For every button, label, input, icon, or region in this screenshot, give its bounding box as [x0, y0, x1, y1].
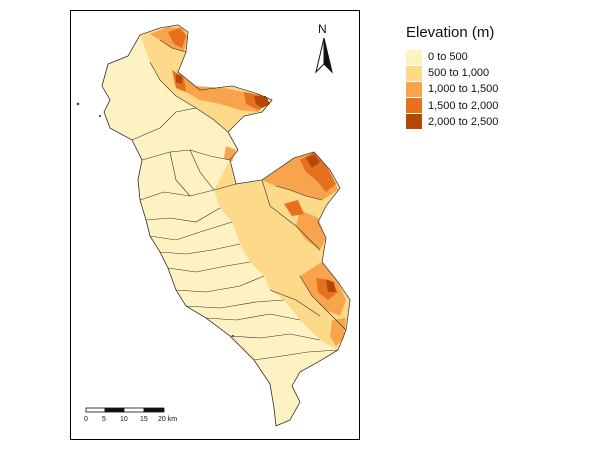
legend-label: 2,000 to 2,500 — [428, 115, 499, 128]
legend-item: 500 to 1,000 — [406, 65, 498, 81]
legend-swatch — [406, 98, 422, 114]
scale-tick-0: 0 — [84, 416, 88, 423]
legend: Elevation (m) 0 to 500 500 to 1,000 1,000 … — [406, 24, 498, 130]
scale-bar — [85, 407, 165, 413]
zone-2000-2500-b — [306, 154, 320, 168]
zone-1500-2000-e — [284, 200, 304, 216]
zone-500-1000-east — [214, 152, 350, 350]
legend-title: Elevation (m) — [406, 24, 495, 41]
zone-1500-2000-a — [168, 28, 186, 48]
zone-2000-2500-c — [326, 280, 336, 292]
zone-2000-2500-d — [176, 74, 182, 84]
elevation-layer — [101, 24, 351, 427]
scale-tick-20km: 20 km — [158, 416, 178, 423]
legend-swatch — [406, 49, 422, 65]
zone-2000-2500-a — [254, 96, 270, 108]
legend-label: 500 to 1,000 — [428, 67, 490, 80]
legend-swatch — [406, 81, 422, 97]
zone-1000-1500-e — [296, 210, 326, 250]
legend-label: 1,000 to 1,500 — [428, 83, 499, 96]
zone-1000-1500-b — [176, 70, 268, 112]
north-label: N — [318, 22, 327, 36]
legend-items: 0 to 500 500 to 1,000 1,000 to 1,500 1,500 … — [406, 49, 498, 130]
zone-1000-1500-g — [330, 318, 346, 346]
north-arrow-icon — [315, 37, 333, 74]
island — [99, 115, 101, 117]
legend-swatch — [406, 65, 422, 81]
legend-item: 1,000 to 1,500 — [406, 81, 498, 97]
island — [76, 102, 80, 106]
legend-item: 0 to 500 — [406, 49, 498, 65]
island — [232, 335, 234, 337]
legend-label: 1,500 to 2,000 — [428, 99, 499, 112]
scale-tick-10: 10 — [120, 416, 128, 423]
zone-1500-2000-f — [316, 278, 338, 300]
scale-tick-5: 5 — [102, 416, 106, 423]
scale-tick-15: 15 — [140, 416, 148, 423]
zone-1000-1500-c — [224, 146, 236, 162]
legend-item: 2,000 to 2,500 — [406, 114, 498, 130]
district-boundaries — [101, 24, 351, 427]
legend-swatch — [406, 114, 422, 130]
legend-label: 0 to 500 — [428, 51, 468, 63]
legend-item: 1,500 to 2,000 — [406, 98, 498, 114]
